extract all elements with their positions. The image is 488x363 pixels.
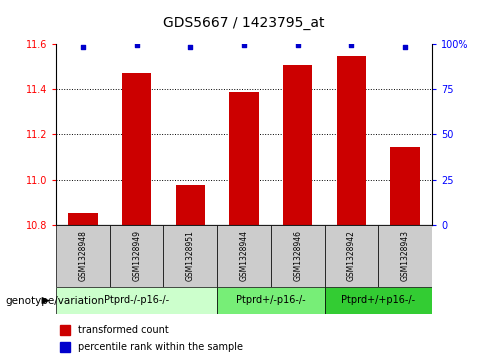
Bar: [378, 225, 432, 287]
Bar: [217, 287, 325, 314]
Bar: [271, 225, 325, 287]
Text: GSM1328946: GSM1328946: [293, 231, 302, 281]
Point: [347, 42, 355, 48]
Point: [294, 42, 302, 48]
Bar: [68, 213, 98, 225]
Text: GDS5667 / 1423795_at: GDS5667 / 1423795_at: [163, 16, 325, 30]
Bar: [122, 73, 151, 225]
Text: Ptprd-/-p16-/-: Ptprd-/-p16-/-: [104, 295, 169, 305]
Bar: [325, 287, 432, 314]
Text: genotype/variation: genotype/variation: [5, 295, 104, 306]
Text: GSM1328943: GSM1328943: [401, 231, 409, 281]
Bar: [110, 225, 163, 287]
Bar: [56, 225, 110, 287]
Bar: [390, 147, 420, 225]
Text: Ptprd+/-p16-/-: Ptprd+/-p16-/-: [236, 295, 305, 305]
Bar: [283, 65, 312, 225]
Text: GSM1328944: GSM1328944: [240, 231, 248, 281]
Text: GSM1328948: GSM1328948: [79, 231, 87, 281]
Text: GSM1328942: GSM1328942: [347, 231, 356, 281]
Point: [79, 44, 87, 50]
Point: [133, 42, 141, 48]
Bar: [325, 225, 378, 287]
Text: transformed count: transformed count: [78, 325, 168, 335]
Point: [240, 42, 248, 48]
Bar: [337, 56, 366, 225]
Point: [186, 44, 194, 50]
Bar: [163, 225, 217, 287]
Text: GSM1328951: GSM1328951: [186, 231, 195, 281]
Text: GSM1328949: GSM1328949: [132, 231, 141, 281]
Bar: [217, 225, 271, 287]
Bar: [60, 325, 70, 335]
Bar: [229, 92, 259, 225]
Text: percentile rank within the sample: percentile rank within the sample: [78, 342, 243, 352]
Bar: [60, 342, 70, 352]
Bar: [56, 287, 217, 314]
Bar: [176, 185, 205, 225]
Text: Ptprd+/+p16-/-: Ptprd+/+p16-/-: [341, 295, 415, 305]
Point: [401, 44, 409, 50]
